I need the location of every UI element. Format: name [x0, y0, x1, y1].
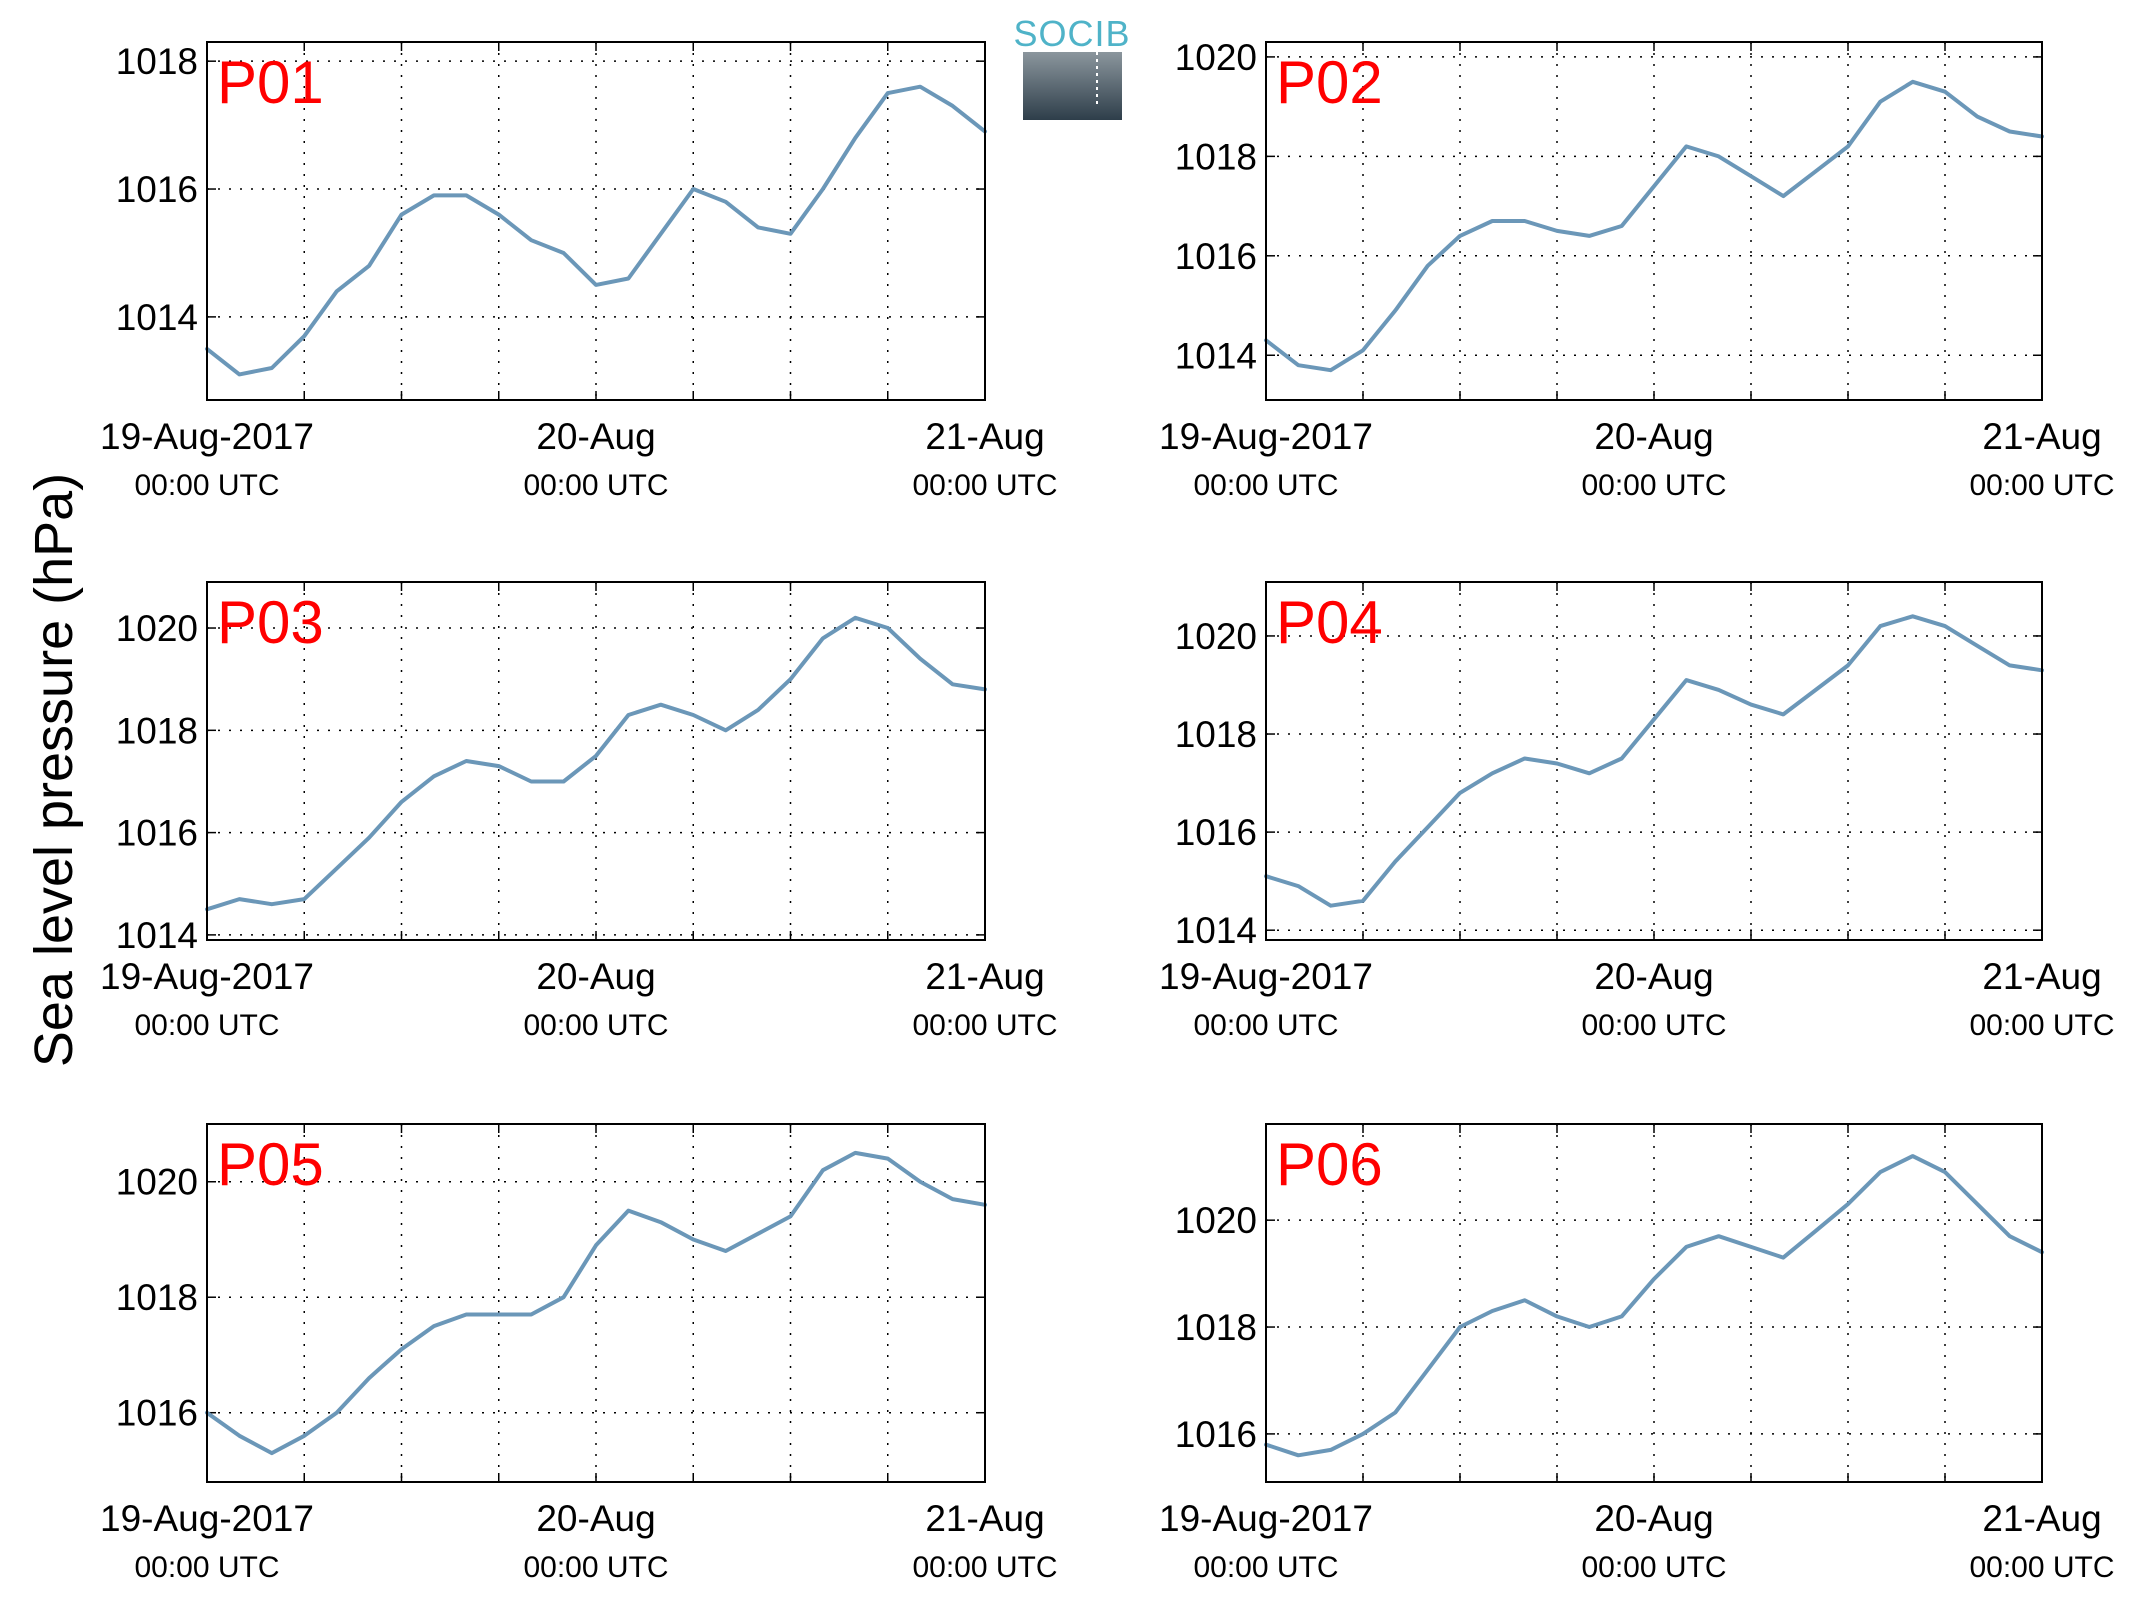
x-tick-label: 21-Aug — [1982, 416, 2101, 457]
x-tick-label: 19-Aug-2017 — [100, 1498, 314, 1539]
panel-label: P01 — [217, 49, 324, 116]
y-tick-label: 1014 — [1175, 335, 1257, 376]
x-tick-sublabel: 00:00 UTC — [912, 469, 1057, 502]
x-tick-sublabel: 00:00 UTC — [134, 1009, 279, 1042]
x-tick-sublabel: 00:00 UTC — [1581, 1009, 1726, 1042]
plot-frame — [1265, 41, 2043, 401]
panel-p06: 1016 1018 1020 19-Aug-2017 00:00 UTC 20-Aug 00… — [1159, 1123, 2115, 1584]
series-line — [205, 1150, 987, 1456]
y-tick-label: 1016 — [116, 813, 198, 854]
panel-label: P06 — [1276, 1131, 1383, 1198]
x-tick-label: 20-Aug — [1594, 956, 1713, 997]
plot-frame — [206, 41, 986, 401]
plot-frame — [1265, 1123, 2043, 1483]
x-tick-label: 20-Aug — [536, 1498, 655, 1539]
y-tick-label: 1018 — [1175, 136, 1257, 177]
plot-frame — [206, 581, 986, 941]
y-tick-label: 1018 — [116, 710, 198, 751]
series-line — [1264, 1154, 2044, 1458]
x-tick-label: 20-Aug — [536, 956, 655, 997]
y-tick-label: 1014 — [116, 297, 198, 338]
plot-frame — [206, 1123, 986, 1483]
x-tick-sublabel: 00:00 UTC — [912, 1551, 1057, 1584]
x-tick-sublabel: 00:00 UTC — [523, 1551, 668, 1584]
x-tick-sublabel: 00:00 UTC — [1969, 1009, 2114, 1042]
y-tick-label: 1016 — [116, 169, 198, 210]
y-tick-label: 1020 — [1175, 37, 1257, 78]
x-tick-label: 20-Aug — [1594, 416, 1713, 457]
y-tick-label: 1016 — [1175, 236, 1257, 277]
x-tick-label: 19-Aug-2017 — [1159, 416, 1373, 457]
y-tick-label: 1016 — [116, 1393, 198, 1434]
x-tick-sublabel: 00:00 UTC — [1581, 469, 1726, 502]
x-tick-sublabel: 00:00 UTC — [523, 469, 668, 502]
x-tick-sublabel: 00:00 UTC — [1969, 469, 2114, 502]
x-tick-sublabel: 00:00 UTC — [134, 1551, 279, 1584]
x-tick-label: 19-Aug-2017 — [100, 956, 314, 997]
y-tick-label: 1018 — [1175, 1307, 1257, 1348]
panel-p03: 1014 1016 1018 1020 19-Aug-2017 00:00 UTC 20-A… — [100, 581, 1058, 1042]
x-tick-sublabel: 00:00 UTC — [523, 1009, 668, 1042]
x-tick-sublabel: 00:00 UTC — [1193, 1551, 1338, 1584]
x-tick-label: 21-Aug — [925, 956, 1044, 997]
y-tick-label: 1020 — [116, 1162, 198, 1203]
series-line — [1264, 79, 2044, 373]
y-tick-label: 1014 — [116, 915, 198, 956]
x-tick-label: 19-Aug-2017 — [1159, 956, 1373, 997]
x-tick-sublabel: 00:00 UTC — [1193, 1009, 1338, 1042]
panel-p01: 1014 1016 1018 19-Aug-2017 00:00 UTC 20-Aug 00… — [100, 41, 1058, 502]
panels: 1014 1016 1018 19-Aug-2017 00:00 UTC 20-Aug 00… — [100, 37, 2115, 1584]
panel-p04: 1014 1016 1018 1020 19-Aug-2017 00:00 UTC 20-A… — [1159, 581, 2115, 1042]
x-tick-sublabel: 00:00 UTC — [912, 1009, 1057, 1042]
x-tick-label: 20-Aug — [1594, 1498, 1713, 1539]
logo-block — [1023, 52, 1122, 120]
panel-label: P02 — [1276, 49, 1383, 116]
panel-label: P03 — [217, 589, 324, 656]
x-tick-sublabel: 00:00 UTC — [1581, 1551, 1726, 1584]
socib-logo: SOCIB — [1013, 13, 1130, 120]
y-tick-label: 1018 — [116, 41, 198, 82]
y-tick-label: 1020 — [1175, 1200, 1257, 1241]
series-line — [205, 84, 987, 377]
x-tick-label: 19-Aug-2017 — [1159, 1498, 1373, 1539]
x-tick-sublabel: 00:00 UTC — [134, 469, 279, 502]
x-tick-label: 21-Aug — [1982, 956, 2101, 997]
y-tick-label: 1014 — [1175, 910, 1257, 951]
x-tick-label: 21-Aug — [1982, 1498, 2101, 1539]
panel-label: P05 — [217, 1131, 324, 1198]
x-tick-label: 19-Aug-2017 — [100, 416, 314, 457]
series-line — [205, 615, 987, 912]
panel-label: P04 — [1276, 589, 1383, 656]
series-line — [1264, 614, 2044, 908]
x-tick-label: 21-Aug — [925, 1498, 1044, 1539]
plot-frame — [1265, 581, 2043, 941]
y-tick-label: 1018 — [1175, 714, 1257, 755]
x-tick-sublabel: 00:00 UTC — [1193, 469, 1338, 502]
logo-text: SOCIB — [1013, 13, 1130, 54]
y-tick-label: 1016 — [1175, 1414, 1257, 1455]
y-tick-label: 1016 — [1175, 812, 1257, 853]
panel-p05: 1016 1018 1020 19-Aug-2017 00:00 UTC 20-Aug 00… — [100, 1123, 1058, 1584]
y-tick-label: 1020 — [116, 608, 198, 649]
y-axis-label: Sea level pressure (hPa) — [24, 473, 84, 1067]
x-tick-label: 21-Aug — [925, 416, 1044, 457]
y-tick-label: 1018 — [116, 1277, 198, 1318]
x-tick-sublabel: 00:00 UTC — [1969, 1551, 2114, 1584]
panel-p02: 1014 1016 1018 1020 19-Aug-2017 00:00 UTC 20-A… — [1159, 37, 2115, 502]
y-tick-label: 1020 — [1175, 616, 1257, 657]
x-tick-label: 20-Aug — [536, 416, 655, 457]
